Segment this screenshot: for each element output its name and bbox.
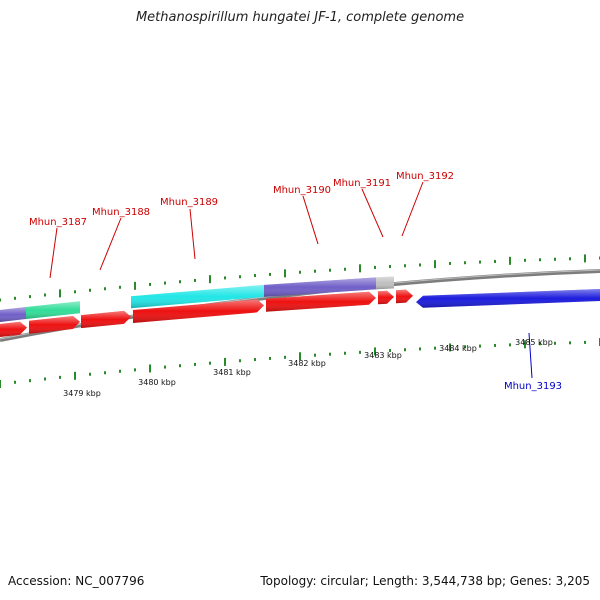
gene-label-leader	[99, 217, 122, 271]
gene-label: Mhun_3193	[504, 381, 562, 392]
gene-label: Mhun_3192	[396, 171, 454, 182]
gene-label-leader	[401, 181, 424, 237]
accession-text: Accession: NC_007796	[8, 574, 145, 588]
feature-segment	[131, 284, 264, 309]
scale-label: 3482 kbp	[288, 359, 326, 368]
scale-labels: 3479 kbp 3480 kbp 3481 kbp 3482 kbp 3483 kbp…	[63, 338, 553, 398]
gene-label: Mhun_3188	[92, 207, 150, 218]
feature-track	[0, 276, 394, 322]
inner-tick-ring	[0, 338, 600, 388]
gene-label-leader	[302, 195, 319, 245]
gene-label-leader	[189, 208, 196, 260]
gene-label: Mhun_3189	[160, 197, 218, 208]
gene-arrow-forward	[0, 321, 27, 337]
gene-arrow-forward	[29, 316, 80, 334]
gene-label: Mhun_3190	[273, 185, 331, 196]
scale-label: 3481 kbp	[213, 368, 251, 377]
reverse-gene-track	[416, 289, 600, 308]
gene-arrow-forward	[396, 289, 413, 304]
feature-segment	[376, 276, 394, 290]
scale-label: 3480 kbp	[138, 378, 176, 387]
gene-arrow-forward	[266, 291, 376, 312]
gene-label-leader	[49, 227, 58, 279]
outer-tick-ring	[0, 254, 600, 302]
feature-segment	[26, 301, 80, 320]
scale-label: 3483 kbp	[364, 351, 402, 360]
gene-label-leader	[528, 332, 533, 379]
feature-segment	[264, 277, 376, 297]
gene-arrow-forward	[81, 310, 131, 329]
scale-label: 3485 kbp	[515, 338, 553, 347]
forward-gene-track	[0, 289, 413, 337]
scale-label: 3479 kbp	[63, 389, 101, 398]
gene-label: Mhun_3191	[333, 178, 391, 189]
scale-label: 3484 kbp	[439, 344, 477, 353]
gene-arrow-forward	[133, 299, 264, 324]
map-title: Methanospirillum hungatei JF-1, complete…	[135, 10, 465, 25]
gene-arrow-reverse	[416, 289, 600, 308]
gene-labels: Mhun_3187Mhun_3188Mhun_3189Mhun_3190Mhun…	[29, 171, 562, 392]
gene-arrow-forward	[378, 290, 394, 305]
topology-summary: Topology: circular; Length: 3,544,738 bp…	[260, 574, 590, 588]
gene-label-leader	[361, 188, 384, 238]
gene-label: Mhun_3187	[29, 217, 87, 228]
feature-segment	[0, 307, 26, 322]
